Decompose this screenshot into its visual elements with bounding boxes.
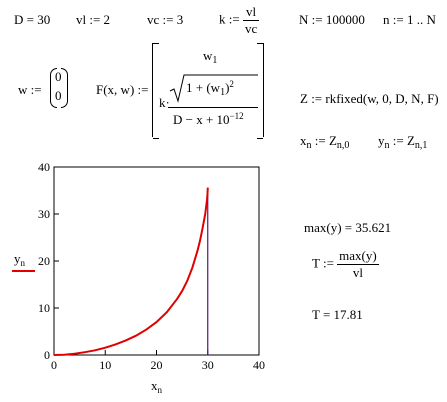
x-tick-label: 0: [51, 358, 57, 372]
x-tick-label: 40: [253, 358, 265, 372]
f-denominator: D − x + 10−12: [173, 111, 244, 127]
v1-definition[interactable]: vl := 2: [76, 12, 111, 27]
w-vector-top: 0: [55, 69, 62, 84]
f-fraction-bar: [168, 107, 258, 108]
z-definition[interactable]: Z := rkfixed(w, 0, D, N, F): [300, 91, 439, 106]
t-definition[interactable]: T := max(y) vl: [312, 248, 379, 280]
sqrt-symbol: [169, 74, 258, 103]
f-matrix[interactable]: w1 k· 1 + (w1)2 D − x + 10−12: [152, 43, 264, 139]
f-row2-k: k·: [159, 95, 170, 110]
y-tick-label: 40: [38, 160, 50, 174]
y-axis-label: yn: [14, 251, 26, 268]
y-tick-label: 20: [38, 254, 50, 268]
y-tick-label: 10: [38, 301, 50, 315]
max-y-result[interactable]: max(y) = 35.621: [304, 220, 392, 235]
k-definition[interactable]: k := vl vc: [219, 4, 260, 37]
w-vector-bottom: 0: [55, 88, 62, 103]
k-numerator: vl: [246, 4, 257, 19]
y-tick-label: 0: [44, 348, 50, 362]
w-lhs[interactable]: w :=: [18, 82, 42, 97]
series-line: [53, 187, 209, 356]
x-assignment[interactable]: xn := Zn,0: [300, 133, 350, 151]
plot-frame: [53, 166, 260, 356]
f-row1: w1: [203, 48, 218, 66]
sqrt-content: 1 + (w1)2: [186, 79, 234, 98]
t-fraction: max(y) vl: [337, 248, 379, 280]
k-lhs: k :=: [219, 11, 240, 27]
k-denominator: vc: [242, 20, 260, 36]
n-definition[interactable]: N := 100000: [299, 12, 365, 27]
d-definition[interactable]: D = 30: [14, 12, 51, 27]
f-lhs[interactable]: F(x, w) :=: [96, 82, 149, 97]
range-definition[interactable]: n := 1 .. N: [383, 12, 436, 27]
w-vector[interactable]: 0 0: [50, 68, 68, 108]
vc-definition[interactable]: vc := 3: [147, 12, 184, 27]
plot-region[interactable]: 0 10 20 30 40 0 10 20 30 40 xn yn: [0, 150, 280, 402]
y-assignment[interactable]: yn := Zn,1: [378, 133, 428, 151]
x-axis-label-sub: n: [158, 385, 163, 395]
t-result[interactable]: T = 17.81: [312, 307, 363, 322]
y-axis-label-sub: n: [21, 258, 26, 268]
y-tick-label: 30: [38, 207, 50, 221]
x-tick-label: 10: [99, 358, 111, 372]
x-axis-label: xn: [151, 378, 163, 395]
k-fraction: vl vc: [242, 4, 260, 37]
x-tick-label: 30: [202, 358, 214, 372]
x-tick-label: 20: [151, 358, 163, 372]
